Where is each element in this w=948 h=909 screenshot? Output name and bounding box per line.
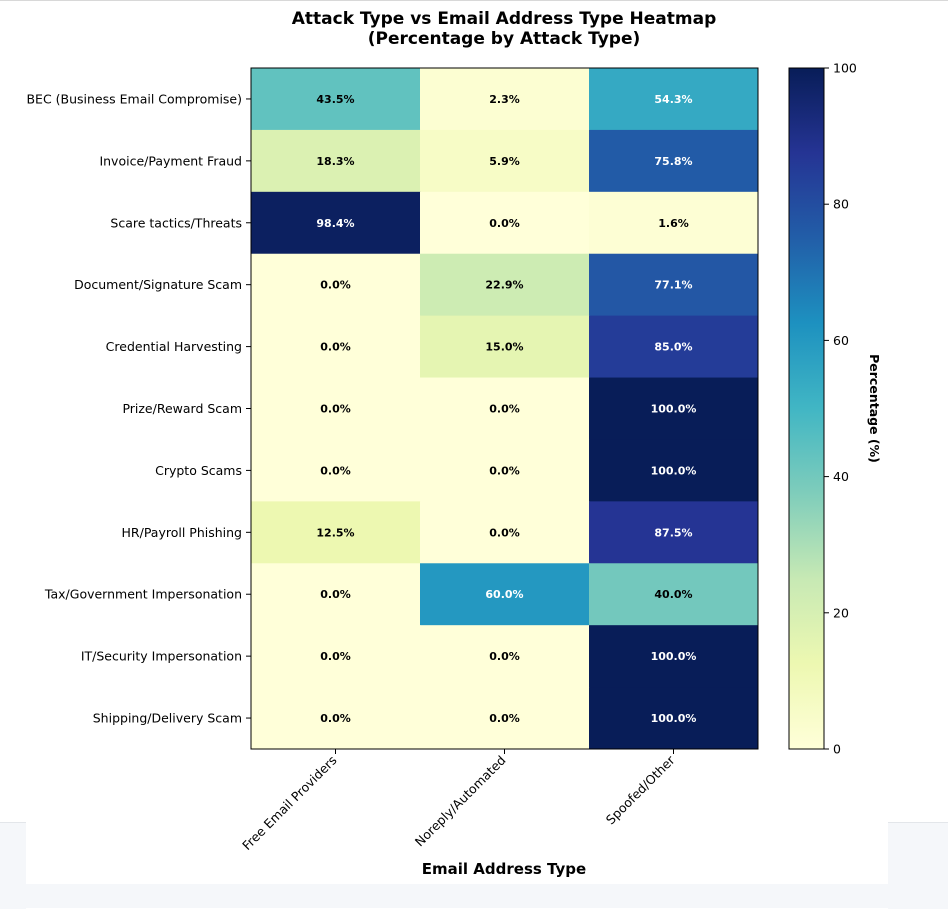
cell-value-label: 100.0% bbox=[651, 650, 697, 663]
cell-value-label: 0.0% bbox=[320, 341, 351, 354]
chart-subtitle: (Percentage by Attack Type) bbox=[368, 29, 641, 49]
y-tick-label: HR/Payroll Phishing bbox=[122, 525, 242, 540]
heatmap-cell bbox=[251, 253, 421, 317]
colorbar-tick-label: 0 bbox=[833, 742, 841, 757]
chart-title: Attack Type vs Email Address Type Heatma… bbox=[292, 9, 717, 29]
cell-value-label: 54.3% bbox=[654, 93, 692, 106]
top-divider bbox=[0, 0, 948, 1]
cell-value-label: 22.9% bbox=[485, 279, 523, 292]
cell-value-label: 77.1% bbox=[654, 279, 692, 292]
colorbar-tick-label: 60 bbox=[833, 333, 849, 348]
y-tick-label: Prize/Reward Scam bbox=[122, 401, 242, 416]
y-tick-label: Credential Harvesting bbox=[106, 339, 242, 354]
cell-value-label: 0.0% bbox=[320, 650, 351, 663]
y-tick-label: BEC (Business Email Compromise) bbox=[26, 91, 242, 106]
heatmap-cell bbox=[589, 687, 759, 750]
background-strip-bottom bbox=[0, 884, 948, 908]
heatmap-cell bbox=[420, 501, 590, 564]
cell-value-label: 0.0% bbox=[489, 526, 520, 539]
cell-value-label: 85.0% bbox=[654, 341, 692, 354]
heatmap-cell bbox=[589, 129, 759, 193]
x-axis-title: Email Address Type bbox=[422, 860, 586, 878]
cell-value-label: 0.0% bbox=[320, 588, 351, 601]
cell-value-label: 0.0% bbox=[320, 712, 351, 725]
colorbar-title: Percentage (%) bbox=[867, 354, 882, 463]
heatmap-cell bbox=[589, 315, 759, 379]
heatmap-cell bbox=[251, 501, 421, 564]
colorbar-tick-label: 80 bbox=[833, 197, 849, 212]
heatmap-cell bbox=[251, 68, 421, 131]
cell-value-label: 43.5% bbox=[316, 93, 354, 106]
cell-value-label: 0.0% bbox=[489, 712, 520, 725]
cell-value-label: 0.0% bbox=[320, 279, 351, 292]
heatmap-cell bbox=[420, 625, 590, 688]
heatmap-cell bbox=[589, 563, 759, 626]
y-tick-label: Scare tactics/Threats bbox=[110, 215, 242, 230]
cell-value-label: 0.0% bbox=[489, 464, 520, 477]
colorbar-tick-label: 100 bbox=[833, 61, 857, 76]
cell-value-label: 1.6% bbox=[658, 217, 689, 230]
heatmap-cell bbox=[251, 439, 421, 502]
cell-value-label: 0.0% bbox=[489, 403, 520, 416]
x-axis-ticks: Free Email Providers Noreply/Automated Spo… bbox=[239, 749, 678, 853]
cell-value-label: 0.0% bbox=[320, 403, 351, 416]
heatmap-cell bbox=[251, 191, 421, 255]
cell-value-label: 2.3% bbox=[489, 93, 520, 106]
heatmap-cell bbox=[251, 563, 421, 626]
heatmap-cell bbox=[420, 129, 590, 193]
colorbar-ticks: 0 20 40 60 80 100 bbox=[824, 61, 857, 757]
heatmap-cell bbox=[420, 68, 590, 131]
y-tick-label: Invoice/Payment Fraud bbox=[99, 153, 242, 168]
cell-value-label: 0.0% bbox=[489, 217, 520, 230]
heatmap-cell bbox=[251, 625, 421, 688]
heatmap-cell bbox=[420, 563, 590, 626]
cell-value-label: 100.0% bbox=[651, 712, 697, 725]
cell-value-label: 75.8% bbox=[654, 155, 692, 168]
cell-value-label: 60.0% bbox=[485, 588, 523, 601]
heatmap-cell bbox=[589, 501, 759, 564]
colorbar bbox=[788, 67, 825, 750]
y-tick-label: Document/Signature Scam bbox=[74, 277, 242, 292]
colorbar-tick-label: 20 bbox=[833, 605, 849, 620]
heatmap-cell bbox=[420, 191, 590, 255]
cell-value-label: 0.0% bbox=[489, 650, 520, 663]
cell-value-label: 87.5% bbox=[654, 526, 692, 539]
y-tick-label: Tax/Government Impersonation bbox=[44, 587, 242, 602]
cell-value-label: 100.0% bbox=[651, 403, 697, 416]
cell-value-label: 100.0% bbox=[651, 464, 697, 477]
heatmap-cell bbox=[251, 687, 421, 750]
x-tick-label: Spoofed/Other bbox=[603, 752, 678, 827]
heatmap-cell bbox=[251, 377, 421, 440]
cell-value-label: 15.0% bbox=[485, 341, 523, 354]
heatmap-cells: 43.5% 2.3% 54.3% 18.3% 5.9% 75.8% 98.4% 0.0% 1.6… bbox=[251, 68, 759, 750]
y-tick-label: Crypto Scams bbox=[155, 463, 242, 478]
cell-value-label: 40.0% bbox=[654, 588, 692, 601]
heatmap-cell bbox=[589, 253, 759, 317]
heatmap-cell bbox=[589, 377, 759, 440]
heatmap-cell bbox=[589, 625, 759, 688]
heatmap-cell bbox=[589, 68, 759, 131]
cell-value-label: 5.9% bbox=[489, 155, 520, 168]
cell-value-label: 98.4% bbox=[316, 217, 354, 230]
heatmap-cell bbox=[420, 315, 590, 379]
cell-value-label: 0.0% bbox=[320, 464, 351, 477]
heatmap-cell bbox=[420, 253, 590, 317]
x-tick-label: Noreply/Automated bbox=[412, 753, 509, 850]
y-axis-ticks: BEC (Business Email Compromise) Invoice/P… bbox=[26, 91, 251, 726]
heatmap-cell bbox=[251, 315, 421, 379]
heatmap-cell bbox=[420, 687, 590, 750]
heatmap-cell bbox=[420, 377, 590, 440]
cell-value-label: 12.5% bbox=[316, 526, 354, 539]
heatmap-cell bbox=[589, 439, 759, 502]
cell-value-label: 18.3% bbox=[316, 155, 354, 168]
heatmap-cell bbox=[251, 129, 421, 193]
x-tick-label: Free Email Providers bbox=[239, 753, 340, 854]
y-tick-label: IT/Security Impersonation bbox=[81, 649, 242, 664]
y-tick-label: Shipping/Delivery Scam bbox=[93, 711, 242, 726]
colorbar-tick-label: 40 bbox=[833, 469, 849, 484]
heatmap-cell bbox=[589, 191, 759, 255]
heatmap-cell bbox=[420, 439, 590, 502]
